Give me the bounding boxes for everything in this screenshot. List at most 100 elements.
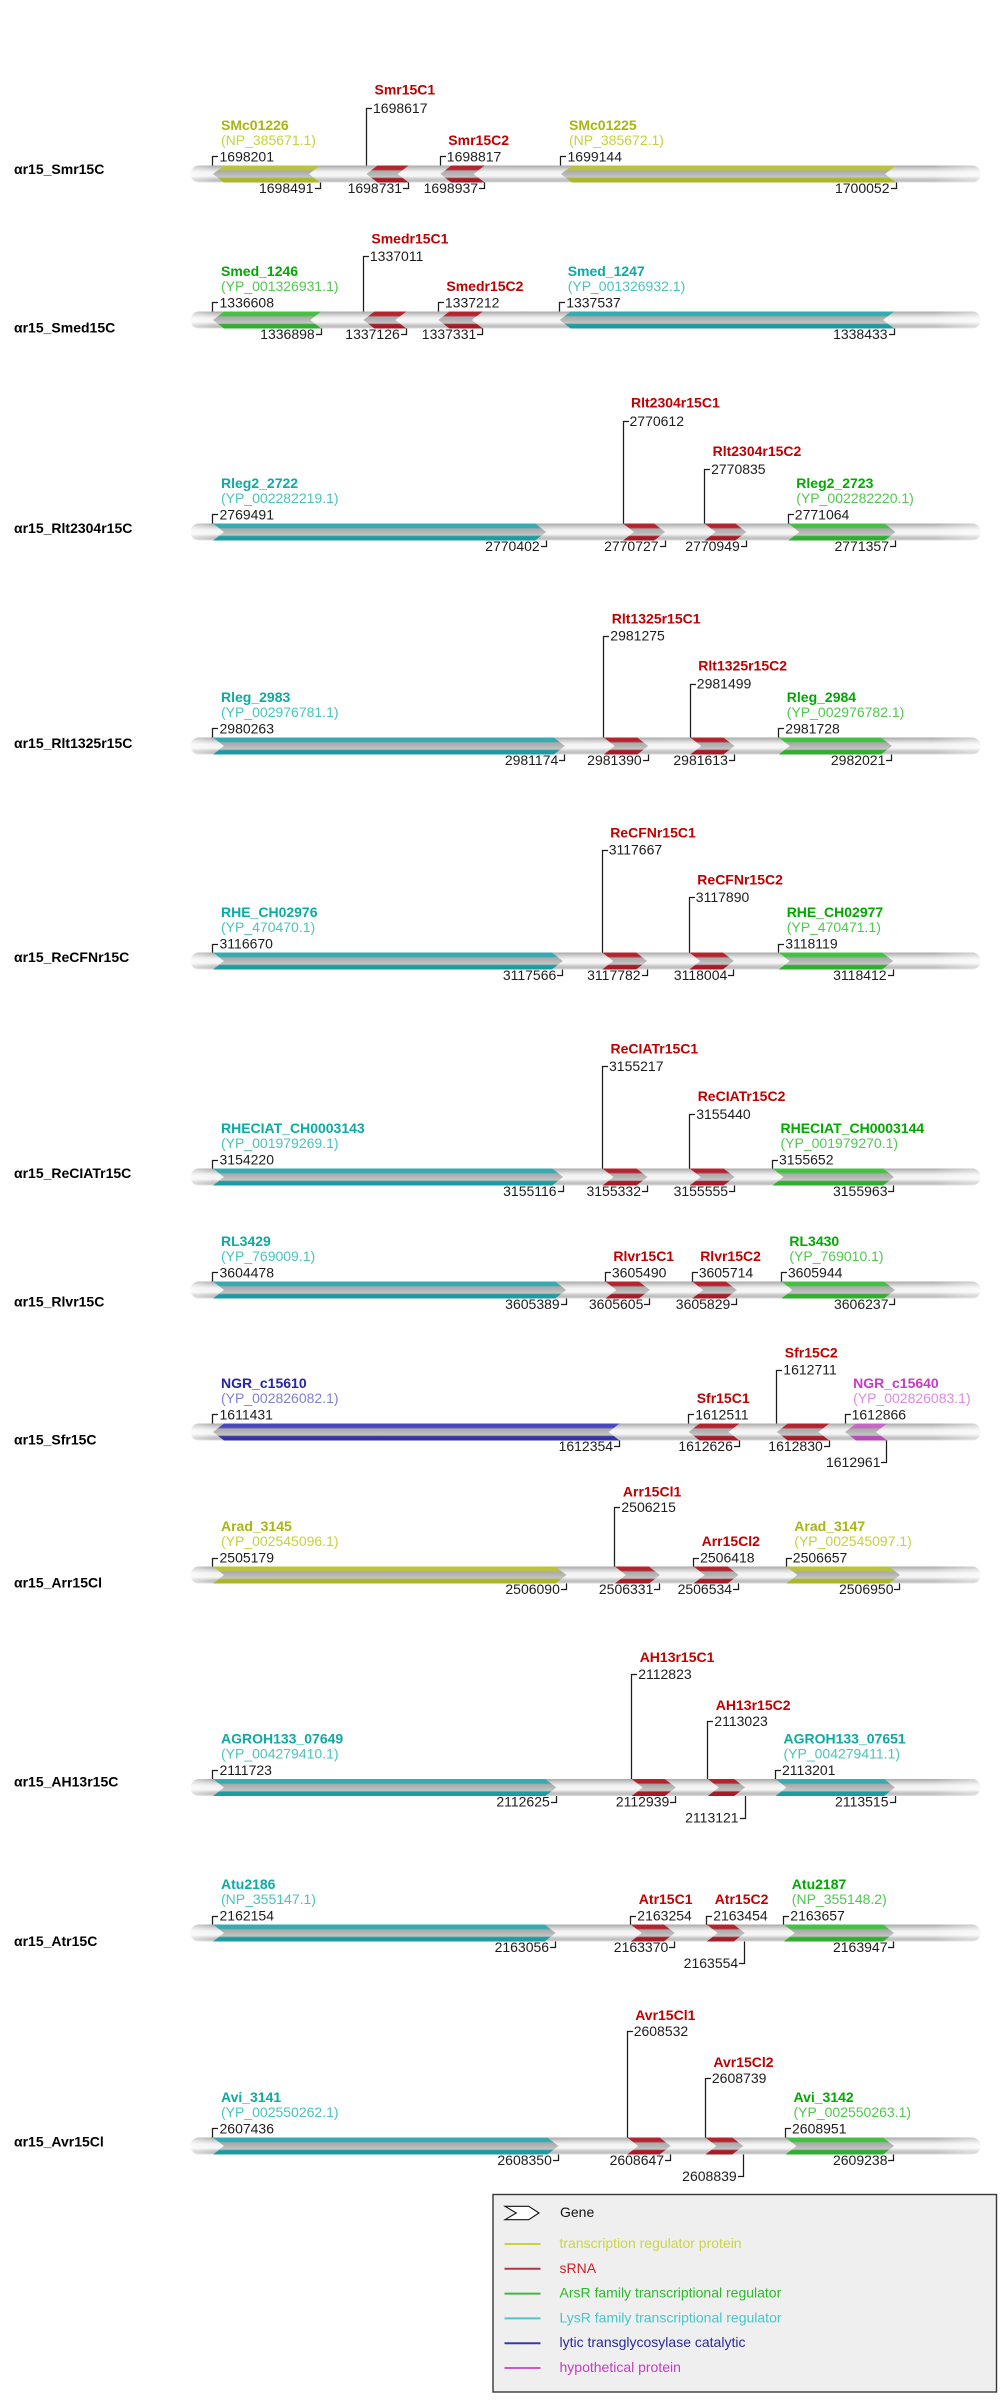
svg-text:2770949: 2770949 — [685, 538, 740, 554]
svg-text:RHE_CH02976: RHE_CH02976 — [221, 904, 318, 920]
svg-text:3117566: 3117566 — [503, 967, 557, 983]
svg-text:Arad_3145: Arad_3145 — [221, 1518, 292, 1534]
svg-text:2981390: 2981390 — [587, 752, 642, 768]
svg-text:3155440: 3155440 — [696, 1106, 751, 1122]
svg-text:2112625: 2112625 — [496, 1794, 550, 1810]
svg-text:2771064: 2771064 — [795, 507, 850, 523]
svg-text:hypothetical protein: hypothetical protein — [560, 2359, 681, 2375]
svg-text:1336608: 1336608 — [220, 295, 275, 311]
svg-text:RHE_CH02977: RHE_CH02977 — [787, 904, 884, 920]
svg-text:Atu2186: Atu2186 — [221, 1876, 276, 1892]
svg-text:1611431: 1611431 — [220, 1407, 274, 1423]
svg-text:Rleg2_2722: Rleg2_2722 — [221, 475, 298, 491]
svg-text:1698937: 1698937 — [424, 180, 479, 196]
svg-text:RL3430: RL3430 — [789, 1233, 839, 1249]
svg-text:2608839: 2608839 — [682, 2168, 737, 2184]
svg-text:αr15_AH13r15C: αr15_AH13r15C — [14, 1774, 118, 1790]
svg-text:1698817: 1698817 — [447, 149, 502, 165]
svg-text:1337331: 1337331 — [422, 326, 477, 342]
svg-text:(YP_002545097.1): (YP_002545097.1) — [794, 1533, 912, 1549]
svg-text:Avi_3142: Avi_3142 — [794, 2089, 854, 2105]
svg-text:3605389: 3605389 — [505, 1296, 560, 1312]
svg-text:1337537: 1337537 — [566, 295, 621, 311]
svg-text:1338433: 1338433 — [833, 326, 888, 342]
svg-text:(YP_002550263.1): (YP_002550263.1) — [794, 2104, 912, 2120]
svg-text:3605829: 3605829 — [676, 1296, 731, 1312]
svg-text:AGROH133_07651: AGROH133_07651 — [784, 1731, 906, 1747]
svg-text:Arr15Cl2: Arr15Cl2 — [702, 1533, 761, 1549]
svg-text:Atr15C2: Atr15C2 — [715, 1891, 769, 1907]
svg-text:3117667: 3117667 — [609, 842, 663, 858]
svg-text:(YP_001326932.1): (YP_001326932.1) — [568, 278, 686, 294]
svg-text:Smr15C2: Smr15C2 — [448, 132, 509, 148]
svg-text:Atu2187: Atu2187 — [792, 1876, 847, 1892]
svg-text:3154220: 3154220 — [220, 1152, 275, 1168]
svg-text:2770727: 2770727 — [604, 538, 659, 554]
svg-text:2608647: 2608647 — [610, 2152, 665, 2168]
svg-text:2163056: 2163056 — [495, 1939, 550, 1955]
svg-text:RHECIAT_CH0003144: RHECIAT_CH0003144 — [781, 1120, 925, 1136]
svg-text:1337212: 1337212 — [445, 295, 500, 311]
svg-text:2506331: 2506331 — [599, 1581, 654, 1597]
svg-text:3604478: 3604478 — [220, 1265, 275, 1281]
svg-text:Rlvr15C1: Rlvr15C1 — [613, 1248, 674, 1264]
svg-text:(YP_002545096.1): (YP_002545096.1) — [221, 1533, 339, 1549]
svg-text:Gene: Gene — [560, 2204, 594, 2220]
svg-text:NGR_c15610: NGR_c15610 — [221, 1375, 307, 1391]
svg-text:Rlvr15C2: Rlvr15C2 — [700, 1248, 761, 1264]
svg-text:lytic transglycosylase catalyt: lytic transglycosylase catalytic — [560, 2334, 746, 2350]
svg-text:(NP_355147.1): (NP_355147.1) — [221, 1891, 316, 1907]
svg-text:RL3429: RL3429 — [221, 1233, 271, 1249]
svg-text:2163947: 2163947 — [833, 1939, 888, 1955]
svg-text:2506215: 2506215 — [621, 1499, 676, 1515]
svg-text:Rlt2304r15C2: Rlt2304r15C2 — [713, 443, 802, 459]
svg-text:2112939: 2112939 — [616, 1794, 670, 1810]
svg-text:αr15_Arr15Cl: αr15_Arr15Cl — [14, 1574, 102, 1590]
svg-text:2112823: 2112823 — [638, 1666, 692, 1682]
svg-text:αr15_Avr15Cl: αr15_Avr15Cl — [14, 2133, 104, 2149]
svg-text:(YP_002282220.1): (YP_002282220.1) — [796, 490, 914, 506]
svg-text:2163370: 2163370 — [614, 1939, 669, 1955]
svg-text:Arad_3147: Arad_3147 — [794, 1518, 865, 1534]
svg-text:Sfr15C1: Sfr15C1 — [697, 1390, 750, 1406]
svg-text:(YP_004279410.1): (YP_004279410.1) — [221, 1746, 339, 1762]
svg-text:(YP_001326931.1): (YP_001326931.1) — [221, 278, 339, 294]
svg-text:3605605: 3605605 — [589, 1296, 644, 1312]
svg-text:2162154: 2162154 — [220, 1908, 275, 1924]
svg-text:AH13r15C1: AH13r15C1 — [640, 1649, 715, 1665]
svg-text:2163657: 2163657 — [790, 1908, 845, 1924]
svg-text:(NP_355148.2): (NP_355148.2) — [792, 1891, 887, 1907]
svg-text:1336898: 1336898 — [260, 326, 315, 342]
svg-text:1698617: 1698617 — [373, 100, 428, 116]
svg-text:3118004: 3118004 — [674, 967, 728, 983]
svg-text:2770402: 2770402 — [485, 538, 540, 554]
svg-text:Atr15C1: Atr15C1 — [639, 1891, 693, 1907]
svg-text:(YP_001979269.1): (YP_001979269.1) — [221, 1135, 339, 1151]
svg-text:2607436: 2607436 — [220, 2121, 275, 2137]
svg-text:Rlt1325r15C2: Rlt1325r15C2 — [698, 658, 787, 674]
svg-text:3155652: 3155652 — [779, 1152, 834, 1168]
svg-text:Smed_1247: Smed_1247 — [568, 263, 645, 279]
svg-text:αr15_ReCIATr15C: αr15_ReCIATr15C — [14, 1165, 131, 1181]
svg-text:Rlt1325r15C1: Rlt1325r15C1 — [612, 611, 701, 627]
svg-text:1698731: 1698731 — [348, 180, 403, 196]
svg-text:2982021: 2982021 — [831, 752, 886, 768]
svg-text:3117782: 3117782 — [587, 967, 641, 983]
svg-text:2506418: 2506418 — [700, 1550, 755, 1566]
svg-text:(YP_769010.1): (YP_769010.1) — [789, 1248, 883, 1264]
svg-text:(YP_002550262.1): (YP_002550262.1) — [221, 2104, 339, 2120]
svg-text:2608739: 2608739 — [712, 2070, 767, 2086]
svg-text:2608350: 2608350 — [497, 2152, 552, 2168]
svg-text:RHECIAT_CH0003143: RHECIAT_CH0003143 — [221, 1120, 365, 1136]
svg-text:αr15_Rlt2304r15C: αr15_Rlt2304r15C — [14, 520, 132, 536]
svg-text:2113515: 2113515 — [835, 1794, 889, 1810]
svg-text:ArsR family transcriptional re: ArsR family transcriptional regulator — [560, 2285, 782, 2301]
svg-text:Rleg2_2723: Rleg2_2723 — [796, 475, 873, 491]
svg-text:2981613: 2981613 — [673, 752, 728, 768]
svg-text:2113201: 2113201 — [782, 1762, 836, 1778]
svg-text:(YP_001979270.1): (YP_001979270.1) — [781, 1135, 899, 1151]
svg-text:3118412: 3118412 — [833, 967, 887, 983]
svg-text:2769491: 2769491 — [220, 507, 275, 523]
svg-text:3155116: 3155116 — [503, 1183, 557, 1199]
svg-text:2981728: 2981728 — [785, 721, 840, 737]
